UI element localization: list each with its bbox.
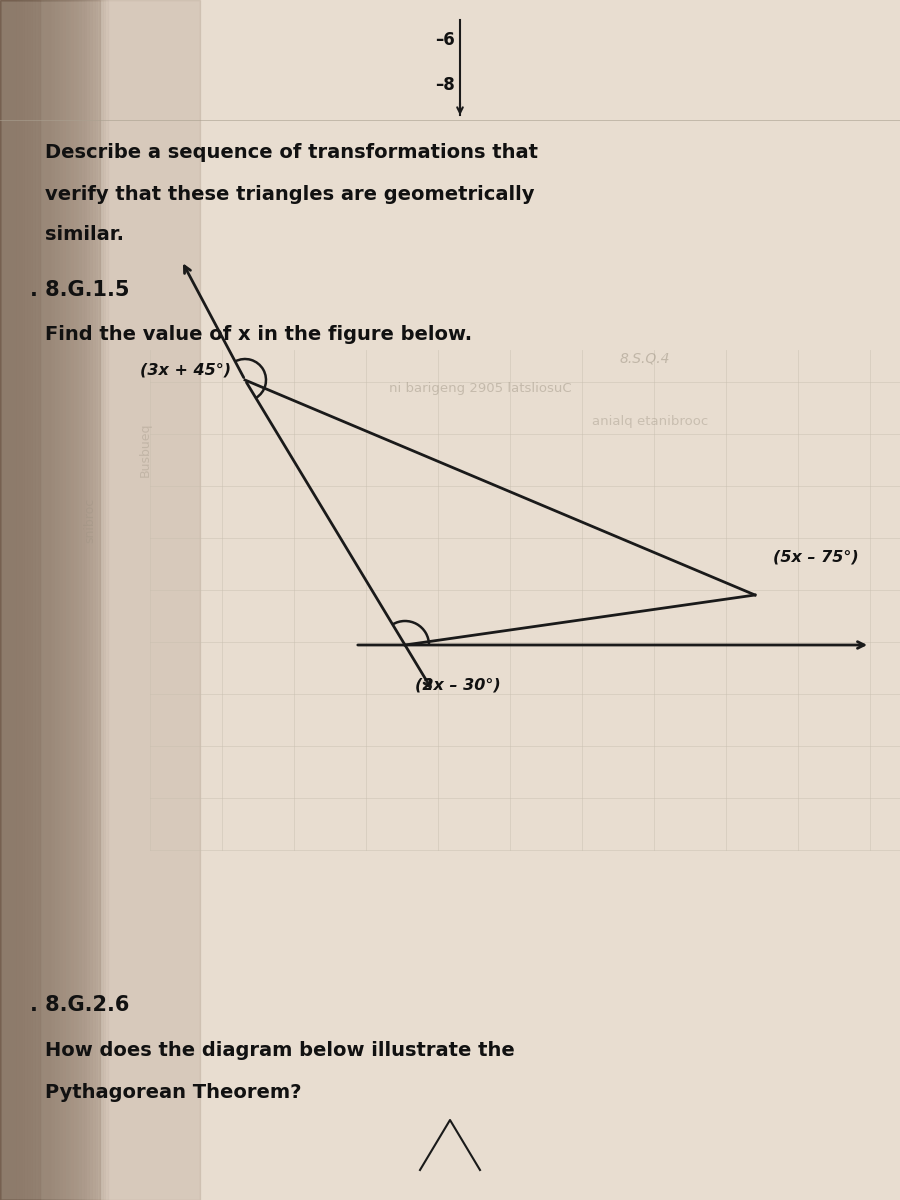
Bar	[0, 0, 68, 1200]
Bar	[0, 0, 30, 1200]
Bar	[0, 0, 76, 1200]
Text: Find the value of x in the figure below.: Find the value of x in the figure below.	[45, 325, 473, 344]
Text: similar.: similar.	[45, 226, 124, 245]
Text: (2x – 30°): (2x – 30°)	[415, 678, 500, 692]
Bar	[0, 0, 35, 1200]
Bar	[0, 0, 200, 1200]
Bar	[0, 0, 92, 1200]
Bar	[0, 0, 100, 1200]
Text: . 8.G.2.6: . 8.G.2.6	[30, 995, 130, 1015]
Text: (3x + 45°): (3x + 45°)	[140, 362, 231, 378]
Bar	[0, 0, 62, 1200]
Bar	[0, 0, 5, 1200]
Bar	[0, 0, 65, 1200]
Text: –6: –6	[436, 31, 455, 49]
Bar	[0, 0, 84, 1200]
Text: Describe a sequence of transformations that: Describe a sequence of transformations t…	[45, 143, 538, 162]
Bar	[0, 0, 73, 1200]
Bar	[0, 0, 97, 1200]
Bar	[0, 0, 16, 1200]
Bar	[0, 0, 14, 1200]
Text: Pythagorean Theorem?: Pythagorean Theorem?	[45, 1082, 302, 1102]
Text: 8.S.Q.4: 8.S.Q.4	[620, 350, 670, 365]
Bar	[0, 0, 81, 1200]
Bar	[0, 0, 46, 1200]
Bar	[0, 0, 38, 1200]
Bar	[0, 0, 8, 1200]
Bar	[0, 0, 43, 1200]
Bar	[0, 0, 105, 1200]
Bar	[0, 0, 78, 1200]
Bar	[0, 0, 40, 1200]
Bar	[0, 0, 86, 1200]
Text: . 8.G.1.5: . 8.G.1.5	[30, 280, 130, 300]
Bar	[0, 0, 32, 1200]
Bar	[0, 0, 59, 1200]
Text: anialq etanibrooc: anialq etanibrooc	[592, 415, 708, 428]
Bar	[0, 0, 103, 1200]
Bar	[0, 0, 27, 1200]
Bar	[0, 0, 54, 1200]
Bar	[0, 0, 70, 1200]
Bar	[0, 0, 57, 1200]
Bar	[0, 0, 100, 1200]
Text: (5x – 75°): (5x – 75°)	[773, 550, 859, 564]
Bar	[0, 0, 11, 1200]
Bar	[0, 0, 49, 1200]
Bar	[0, 0, 51, 1200]
Bar	[0, 0, 3, 1200]
Text: Busbueq: Busbueq	[139, 422, 151, 478]
Text: verify that these triangles are geometrically: verify that these triangles are geometri…	[45, 185, 535, 204]
Bar	[0, 0, 24, 1200]
Bar	[0, 0, 94, 1200]
Text: –8: –8	[436, 76, 455, 94]
Text: How does the diagram below illustrate the: How does the diagram below illustrate th…	[45, 1040, 515, 1060]
Text: ni barigeng 2905 latsliosuC: ni barigeng 2905 latsliosuC	[389, 382, 572, 395]
Bar	[0, 0, 22, 1200]
Bar	[0, 0, 89, 1200]
Bar	[0, 0, 40, 1200]
Text: snibroc: snibroc	[84, 497, 96, 542]
Bar	[0, 0, 108, 1200]
Bar	[0, 0, 19, 1200]
